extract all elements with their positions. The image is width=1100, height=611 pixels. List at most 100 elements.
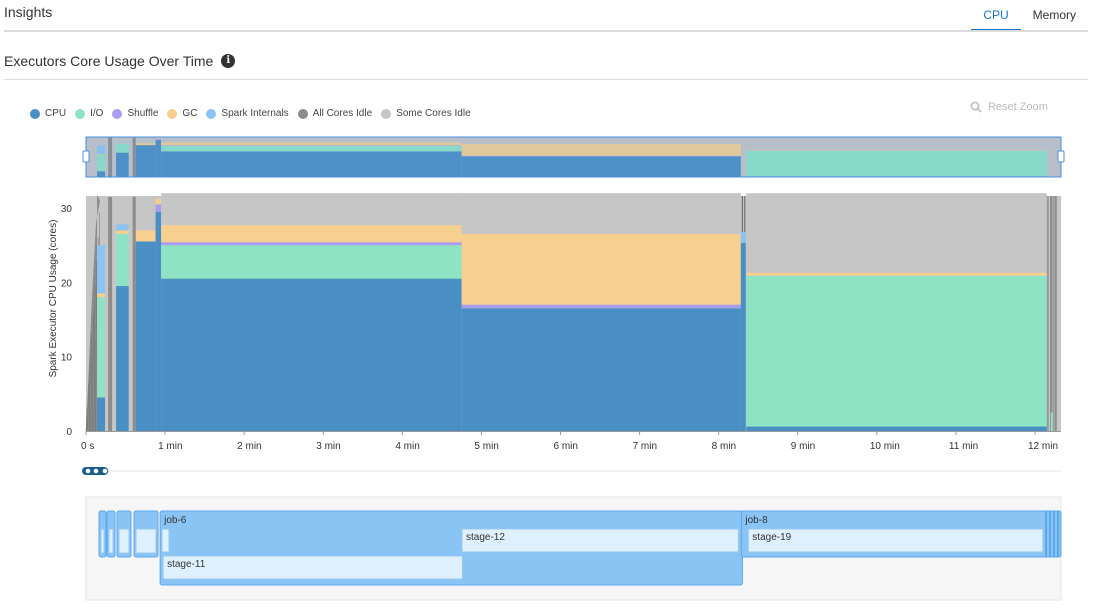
legend-label-some-cores-idle: Some Cores Idle — [396, 108, 471, 119]
segment-1-cpu-bar — [461, 308, 741, 431]
stage-label: stage-12 — [466, 532, 505, 543]
nav-segment-0-gc-bar — [161, 142, 462, 146]
page-title: Insights — [4, 4, 53, 20]
job-label: job-6 — [163, 515, 187, 526]
nav-early-4-gc-bar — [135, 143, 156, 146]
legend-label-spark-internals: Spark Internals — [221, 108, 289, 119]
x-tick-label: 11 min — [949, 441, 978, 452]
legend-dot-spark-internals — [206, 108, 217, 119]
legend-item-gc[interactable]: GC — [167, 108, 197, 119]
x-tick-label: 7 min — [633, 441, 657, 452]
scroll-knob — [92, 467, 100, 475]
segment-0-gc-bar — [161, 225, 462, 243]
navigator-handle — [82, 150, 90, 163]
early-segment-2-some-cores-idle-bar — [116, 196, 129, 225]
legend-item-io[interactable]: I/O — [75, 108, 103, 119]
tail-idle-bar — [1054, 196, 1057, 431]
early-segment-5-gc-bar — [155, 199, 162, 205]
x-tick-label: 10 min — [870, 441, 900, 452]
stage-label: stage-19 — [752, 532, 791, 543]
segment-1-gc-bar — [461, 234, 741, 305]
legend-item-some-cores-idle[interactable]: Some Cores Idle — [381, 108, 471, 119]
transition-internals-bar — [740, 231, 746, 243]
nav-segment-0-i-o-bar — [161, 145, 462, 152]
ramp-line — [85, 408, 88, 432]
segment-0-some-cores-idle-bar — [161, 193, 462, 226]
reset-zoom-button[interactable]: Reset Zoom — [970, 101, 1048, 113]
search-icon — [970, 101, 982, 113]
nav-early-5-cpu-bar — [155, 140, 162, 177]
zoom-scroll-control[interactable] — [82, 467, 1061, 475]
legend-label-shuffle: Shuffle — [127, 108, 159, 119]
nav-early-1-all-idle-bar — [108, 137, 113, 177]
legend-item-shuffle[interactable]: Shuffle — [112, 108, 158, 119]
early-segment-5-some-cores-idle-bar — [155, 196, 162, 200]
tail-job-stripe — [1045, 511, 1047, 557]
chart-legend: CPU I/O Shuffle GC Spark Internals All C… — [30, 108, 480, 119]
legend-item-spark-internals[interactable]: Spark Internals — [206, 108, 289, 119]
legend-dot-cpu — [30, 108, 40, 119]
ramp-line — [93, 286, 96, 432]
y-tick-label: 30 — [61, 204, 73, 215]
nav-early-0-spark-internals-bar — [97, 145, 105, 154]
tail-job-stripe — [1057, 511, 1059, 557]
tail-job-stripe — [1049, 511, 1051, 557]
early-segment-0-cpu-bar — [97, 397, 105, 431]
x-tick-label: 12 min — [1028, 441, 1058, 452]
nav-early-2-i-o-bar — [116, 143, 129, 153]
early-segment-0-i-o-bar — [97, 297, 105, 398]
early-stage-bar — [108, 528, 114, 554]
transition-cpu-bar — [740, 242, 746, 431]
stage-label: stage-11 — [167, 559, 206, 570]
header-divider — [4, 30, 1088, 32]
nav-early-0-cpu-bar — [97, 171, 105, 177]
nav-early-4-some-cores-idle-bar — [135, 137, 156, 144]
early-segment-5-cpu-bar — [155, 211, 162, 431]
nav-early-0-i-o-bar — [97, 154, 105, 172]
segment-0-i-o-bar — [161, 245, 462, 279]
early-segment-4-cpu-bar — [135, 241, 156, 431]
main-plot-area — [85, 193, 1061, 432]
stage-bar — [461, 528, 739, 553]
x-tick-label: 9 min — [791, 441, 815, 452]
early-stage-bar — [135, 528, 157, 554]
x-tick-label: 2 min — [237, 441, 261, 452]
tail-idle-bar — [1046, 196, 1049, 431]
segment-2-gc-bar — [746, 272, 1047, 276]
early-segment-2-spark-internals-bar — [116, 224, 129, 231]
tab-memory[interactable]: Memory — [1032, 8, 1076, 22]
info-icon[interactable]: i — [221, 54, 236, 68]
nav-segment-0-shuffle-bar — [161, 145, 462, 146]
legend-item-cpu[interactable]: CPU — [30, 108, 66, 119]
scroll-knob — [101, 467, 109, 475]
early-stage-bar — [100, 528, 105, 554]
y-tick-label: 20 — [61, 278, 73, 289]
legend-label-io: I/O — [90, 108, 104, 119]
y-axis-label: Spark Executor CPU Usage (cores) — [48, 220, 59, 378]
range-navigator[interactable] — [82, 136, 1065, 178]
nav-segment-2-some-cores-idle-bar — [746, 137, 1047, 151]
nav-segment-1-shuffle-bar — [461, 155, 741, 157]
legend-dot-shuffle — [112, 108, 123, 119]
nav-segment-2-gc-bar — [746, 150, 1047, 151]
ramp-line — [90, 335, 93, 432]
segment-0-cpu-bar — [161, 278, 462, 431]
legend-dot-some-cores-idle — [381, 108, 392, 119]
stage-bar — [162, 555, 463, 580]
nav-early-5-shuffle-bar — [155, 138, 162, 141]
y-tick-label: 10 — [61, 353, 73, 364]
navigator-selection — [85, 136, 1062, 178]
legend-item-all-cores-idle[interactable]: All Cores Idle — [297, 108, 372, 119]
legend-dot-all-cores-idle — [297, 108, 308, 119]
nav-early-5-gc-bar — [155, 138, 162, 139]
x-tick-label: 6 min — [554, 441, 578, 452]
early-segment-0-spark-internals-bar — [97, 245, 105, 294]
x-tick-label: 5 min — [474, 441, 498, 452]
early-segment-2-gc-bar — [116, 230, 129, 235]
ramp-line — [88, 359, 91, 432]
nav-segment-1-some-cores-idle-bar — [461, 137, 741, 144]
y-tick-label: 0 — [66, 427, 72, 438]
segment-2-cpu-bar — [746, 426, 1047, 431]
